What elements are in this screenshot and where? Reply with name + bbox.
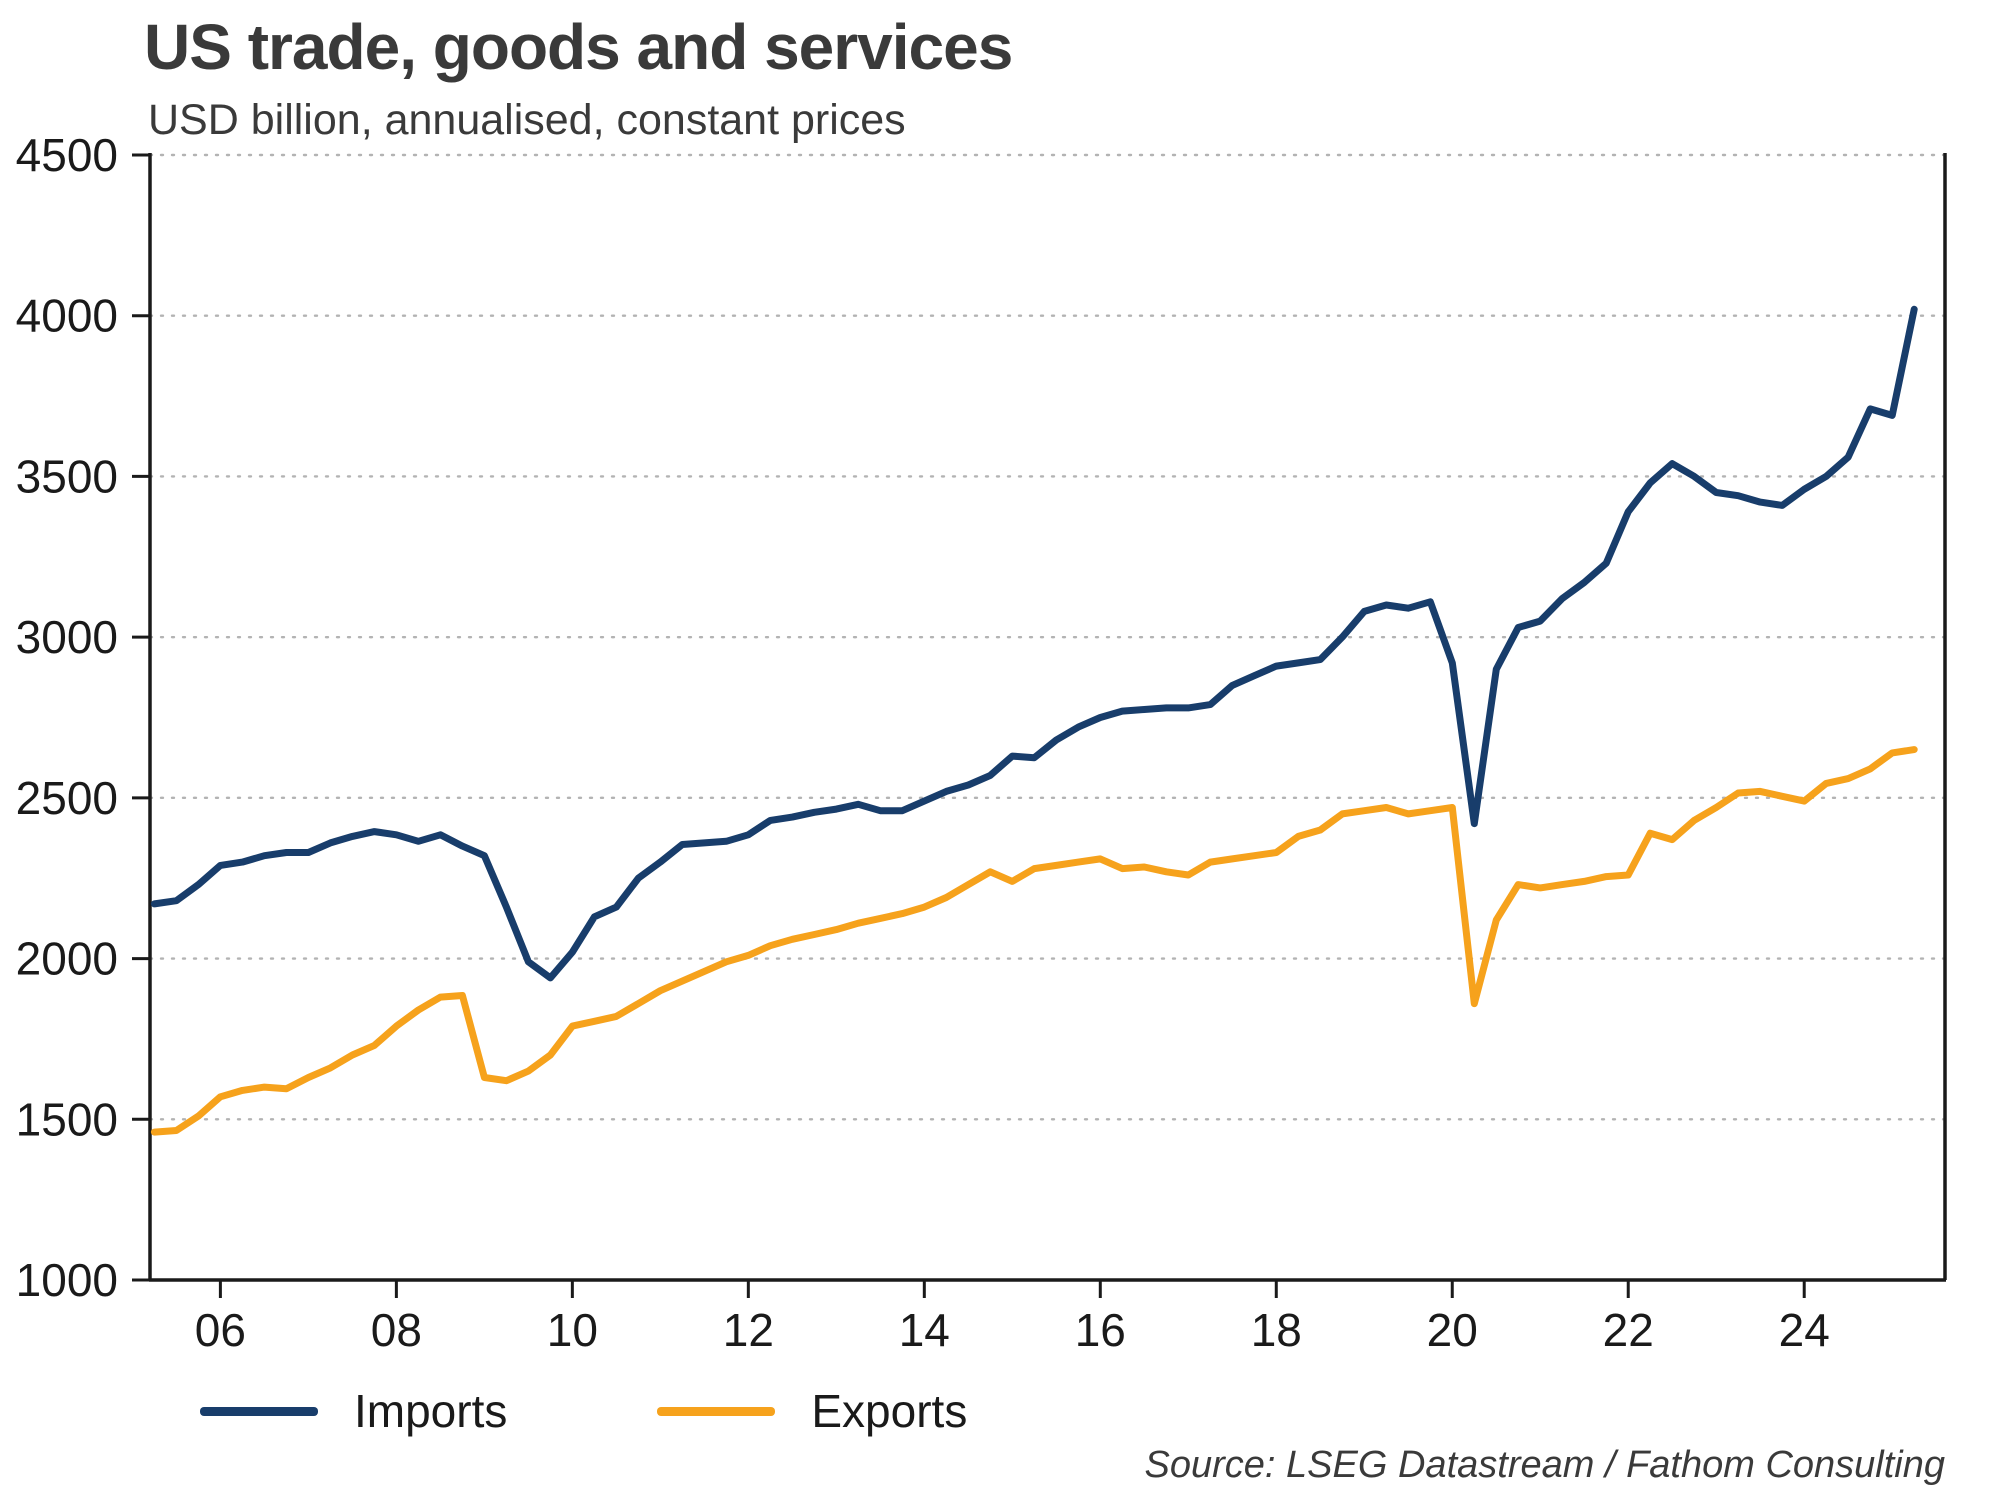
legend: Imports Exports	[200, 1384, 967, 1438]
exports-line-swatch	[657, 1406, 776, 1416]
series-line-exports	[150, 746, 1918, 1136]
chart-subtitle: USD billion, annualised, constant prices	[148, 96, 906, 144]
legend-item-exports: Exports	[657, 1384, 967, 1438]
y-tick-label: 2000	[16, 933, 118, 985]
legend-item-imports: Imports	[200, 1384, 507, 1438]
y-tick-label: 4500	[16, 129, 118, 181]
series-line-imports	[150, 305, 1918, 982]
y-tick-label: 3500	[16, 450, 118, 502]
x-tick-label: 10	[547, 1304, 598, 1356]
legend-label-imports: Imports	[354, 1385, 508, 1437]
x-tick-label: 06	[195, 1304, 246, 1356]
x-tick-label: 18	[1251, 1304, 1302, 1356]
x-tick-label: 16	[1075, 1304, 1126, 1356]
y-tick-label: 1500	[16, 1093, 118, 1145]
x-tick-label: 14	[899, 1304, 950, 1356]
chart-title: US trade, goods and services	[144, 11, 1013, 83]
y-tick-label: 3000	[16, 611, 118, 663]
y-tick-label: 2500	[16, 772, 118, 824]
x-tick-label: 08	[371, 1304, 422, 1356]
y-tick-label: 1000	[16, 1254, 118, 1306]
x-tick-label: 20	[1427, 1304, 1478, 1356]
x-tick-label: 12	[723, 1304, 774, 1356]
legend-label-exports: Exports	[811, 1385, 968, 1437]
y-tick-label: 4000	[16, 290, 118, 342]
x-tick-label: 22	[1603, 1304, 1654, 1356]
x-tick-label: 24	[1779, 1304, 1830, 1356]
source-credit: Source: LSEG Datastream / Fathom Consult…	[1144, 1444, 1945, 1486]
imports-line-swatch	[200, 1406, 318, 1416]
